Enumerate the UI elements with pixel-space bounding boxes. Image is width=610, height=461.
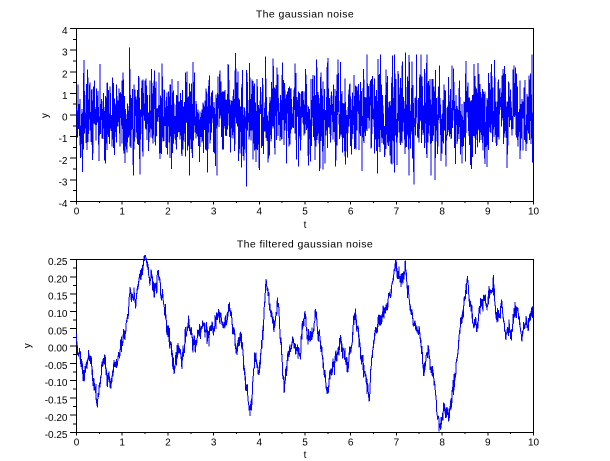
- svg-text:9: 9: [485, 438, 491, 449]
- svg-text:10: 10: [528, 438, 540, 449]
- svg-text:1: 1: [62, 91, 68, 102]
- svg-text:0: 0: [62, 113, 68, 124]
- svg-text:-0.20: -0.20: [45, 413, 68, 424]
- svg-text:2: 2: [165, 438, 171, 449]
- svg-text:0.00: 0.00: [48, 344, 68, 355]
- svg-text:0: 0: [74, 207, 80, 218]
- svg-text:4: 4: [62, 26, 68, 37]
- svg-text:5: 5: [302, 207, 308, 218]
- svg-text:0.15: 0.15: [48, 292, 68, 303]
- svg-text:-0.10: -0.10: [45, 378, 68, 389]
- svg-text:6: 6: [348, 207, 354, 218]
- svg-text:t: t: [304, 220, 307, 231]
- svg-text:7: 7: [394, 207, 400, 218]
- svg-text:-0.05: -0.05: [45, 361, 68, 372]
- svg-text:4: 4: [257, 207, 263, 218]
- svg-text:y: y: [40, 113, 51, 118]
- svg-text:3: 3: [62, 48, 68, 59]
- svg-text:0.10: 0.10: [48, 309, 68, 320]
- svg-text:3: 3: [211, 438, 217, 449]
- svg-text:9: 9: [485, 207, 491, 218]
- svg-text:3: 3: [211, 207, 217, 218]
- svg-text:10: 10: [528, 207, 540, 218]
- svg-text:2: 2: [165, 207, 171, 218]
- svg-text:4: 4: [257, 438, 263, 449]
- svg-text:The filtered gaussian noise: The filtered gaussian noise: [237, 239, 373, 251]
- svg-text:1: 1: [119, 207, 125, 218]
- svg-text:y: y: [23, 343, 34, 348]
- svg-text:The gaussian noise: The gaussian noise: [256, 9, 354, 21]
- svg-text:-3: -3: [59, 178, 68, 189]
- svg-text:0.25: 0.25: [48, 257, 68, 268]
- svg-text:1: 1: [119, 438, 125, 449]
- svg-text:-0.25: -0.25: [45, 430, 68, 441]
- svg-text:8: 8: [439, 438, 445, 449]
- svg-text:-4: -4: [59, 199, 68, 210]
- svg-text:2: 2: [62, 69, 68, 80]
- svg-text:t: t: [304, 450, 307, 461]
- svg-text:8: 8: [439, 207, 445, 218]
- svg-text:-2: -2: [59, 156, 68, 167]
- svg-text:7: 7: [394, 438, 400, 449]
- svg-text:0.20: 0.20: [48, 274, 68, 285]
- svg-text:0: 0: [74, 438, 80, 449]
- svg-text:0.05: 0.05: [48, 326, 68, 337]
- svg-text:6: 6: [348, 438, 354, 449]
- svg-text:5: 5: [302, 438, 308, 449]
- svg-text:-1: -1: [59, 134, 68, 145]
- svg-text:-0.15: -0.15: [45, 396, 68, 407]
